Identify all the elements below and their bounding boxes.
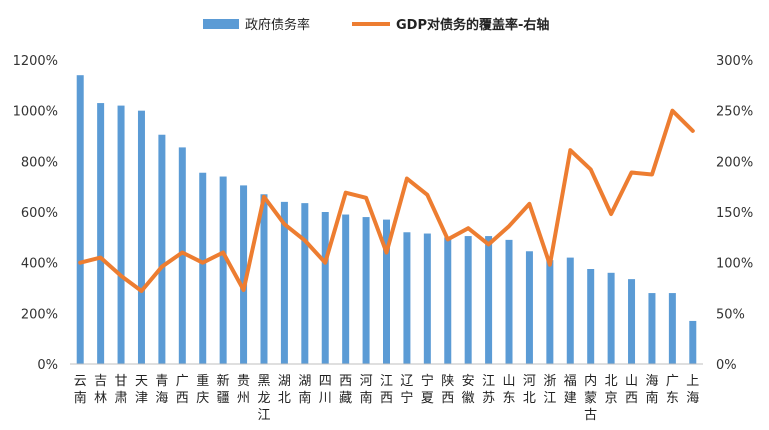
category-label: 浙江 [543,374,556,406]
bar [423,233,431,364]
category-label: 云南 [74,374,87,406]
category-label: 江苏 [482,374,495,406]
right-tick-label: 0% [716,358,737,373]
category-label: 陕西 [441,374,454,406]
category-labels: 云南吉林甘肃天津青海广西重庆新疆贵州黑龙江湖北湖南四川西藏河南江西辽宁宁夏陕西安… [74,373,700,423]
category-label: 四川 [319,374,332,406]
right-tick-label: 200% [716,155,753,170]
category-label: 河北 [523,374,536,406]
right-tick-label: 50% [716,307,745,322]
bar [689,320,697,364]
category-label: 内蒙古 [584,373,597,423]
bar [546,260,554,364]
left-tick-label: 1200% [13,54,58,69]
bar [383,219,390,364]
bar [76,75,84,364]
bar [321,212,329,364]
bar [158,134,166,364]
category-label: 河南 [360,374,373,406]
category-label: 上海 [686,374,699,406]
bar [587,269,595,364]
bar [178,147,186,364]
bar [668,293,676,364]
legend-bar-label: 政府债务率 [245,17,310,33]
bar [444,237,452,364]
category-label: 福建 [564,374,577,406]
bar [260,194,268,364]
category-label: 吉林 [94,374,107,406]
category-label: 广东 [666,374,679,406]
right-axis-ticks: 0% 50% 100% 150% 200% 250% 300% [716,54,753,373]
category-label: 海南 [645,374,658,406]
category-label: 江西 [380,374,393,406]
category-label: 甘肃 [115,374,128,406]
bar [628,279,636,364]
bars [76,75,697,365]
category-label: 青海 [155,374,168,406]
category-label: 山西 [625,374,638,406]
category-label: 重庆 [196,373,209,406]
bar [301,203,309,364]
category-label: 山东 [503,374,516,406]
category-label: 广西 [176,374,189,406]
left-tick-label: 400% [21,257,58,272]
left-tick-label: 200% [21,307,58,322]
bar [199,172,207,364]
category-label: 天津 [135,374,148,406]
category-label: 辽宁 [400,374,413,406]
bar [566,257,574,364]
left-axis-ticks: 0% 200% 400% 600% 800% 1000% 1200% [13,54,58,373]
category-label: 湖北 [278,374,291,406]
category-label: 北京 [605,374,618,406]
bar [362,217,370,364]
bar [280,201,288,364]
legend-line-label: GDP对债务的覆盖率-右轴 [396,17,549,33]
left-tick-label: 800% [21,155,58,170]
category-label: 湖南 [298,374,311,406]
category-label: 西藏 [339,374,352,406]
bar [219,176,227,364]
category-label: 安徽 [462,374,475,406]
bar [525,251,533,364]
legend: 政府债务率 GDP对债务的覆盖率-右轴 [203,17,549,33]
legend-bar-swatch [203,19,239,29]
left-tick-label: 600% [21,206,58,221]
bar [342,214,350,364]
bar [403,232,411,364]
bar [485,236,493,364]
category-label: 新疆 [217,373,230,406]
bar [97,103,105,365]
bar [607,272,615,364]
line-series [78,108,695,293]
right-tick-label: 300% [716,54,753,69]
right-tick-label: 100% [716,257,753,272]
bar [505,239,513,364]
category-label: 宁夏 [421,373,434,406]
bar [137,110,145,365]
coverage-line [78,108,695,293]
left-tick-label: 0% [37,358,58,373]
left-tick-label: 1000% [13,105,58,120]
bar [117,105,125,364]
category-label: 黑龙江 [257,374,270,423]
right-tick-label: 150% [716,206,753,221]
category-label: 贵州 [237,374,250,406]
right-tick-label: 250% [716,105,753,120]
bar [648,293,656,364]
bar [464,236,472,364]
bar [240,185,248,364]
